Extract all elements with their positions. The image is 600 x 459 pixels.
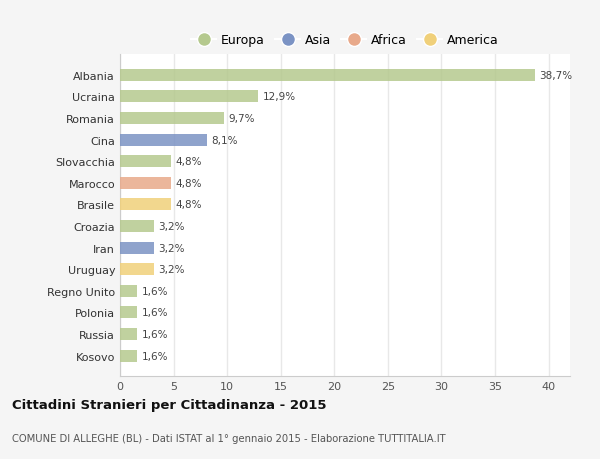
Text: Cittadini Stranieri per Cittadinanza - 2015: Cittadini Stranieri per Cittadinanza - 2… — [12, 398, 326, 412]
Bar — [120, 263, 154, 275]
Text: 8,1%: 8,1% — [211, 135, 238, 145]
Bar — [120, 156, 172, 168]
Text: 12,9%: 12,9% — [263, 92, 296, 102]
Bar — [120, 350, 137, 362]
Bar — [120, 242, 154, 254]
Bar — [120, 307, 137, 319]
Text: 4,8%: 4,8% — [176, 200, 202, 210]
Text: 3,2%: 3,2% — [158, 222, 185, 231]
Bar — [120, 70, 535, 82]
Text: 1,6%: 1,6% — [142, 308, 168, 318]
Legend: Europa, Asia, Africa, America: Europa, Asia, Africa, America — [186, 29, 504, 52]
Bar — [120, 178, 172, 189]
Bar — [120, 199, 172, 211]
Text: COMUNE DI ALLEGHE (BL) - Dati ISTAT al 1° gennaio 2015 - Elaborazione TUTTITALIA: COMUNE DI ALLEGHE (BL) - Dati ISTAT al 1… — [12, 433, 446, 442]
Text: 1,6%: 1,6% — [142, 286, 168, 296]
Bar — [120, 113, 224, 125]
Text: 3,2%: 3,2% — [158, 243, 185, 253]
Bar — [120, 285, 137, 297]
Text: 4,8%: 4,8% — [176, 179, 202, 188]
Text: 1,6%: 1,6% — [142, 351, 168, 361]
Text: 3,2%: 3,2% — [158, 265, 185, 274]
Bar — [120, 328, 137, 340]
Bar — [120, 134, 207, 146]
Text: 9,7%: 9,7% — [228, 114, 255, 124]
Text: 38,7%: 38,7% — [539, 71, 572, 81]
Text: 4,8%: 4,8% — [176, 157, 202, 167]
Bar — [120, 221, 154, 232]
Text: 1,6%: 1,6% — [142, 329, 168, 339]
Bar — [120, 91, 258, 103]
